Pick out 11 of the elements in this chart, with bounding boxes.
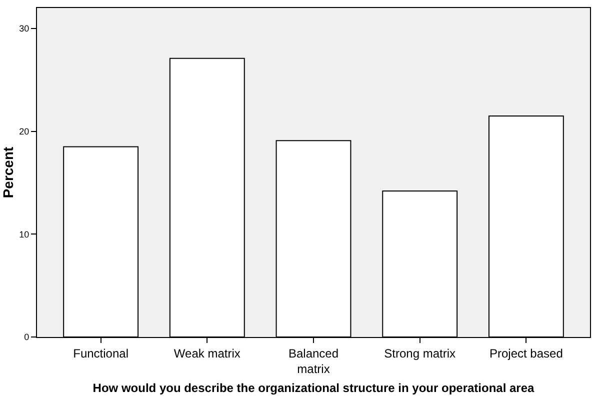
x-tick-label: Functional: [73, 346, 128, 360]
y-tick-label: 30: [19, 24, 30, 34]
x-tick-label: Balanced matrix: [288, 346, 339, 376]
y-tick-label: 10: [19, 229, 30, 240]
x-tick-label: Strong matrix: [384, 346, 456, 360]
x-tick-label: Weak matrix: [174, 346, 240, 360]
y-axis-title: Percent: [0, 146, 16, 198]
x-tick-label: Project based: [489, 346, 563, 360]
x-axis-title: How would you describe the organizational structure in your operational area: [92, 380, 535, 395]
y-tick-label: 0: [24, 332, 30, 342]
y-tick-label: 20: [19, 126, 30, 137]
